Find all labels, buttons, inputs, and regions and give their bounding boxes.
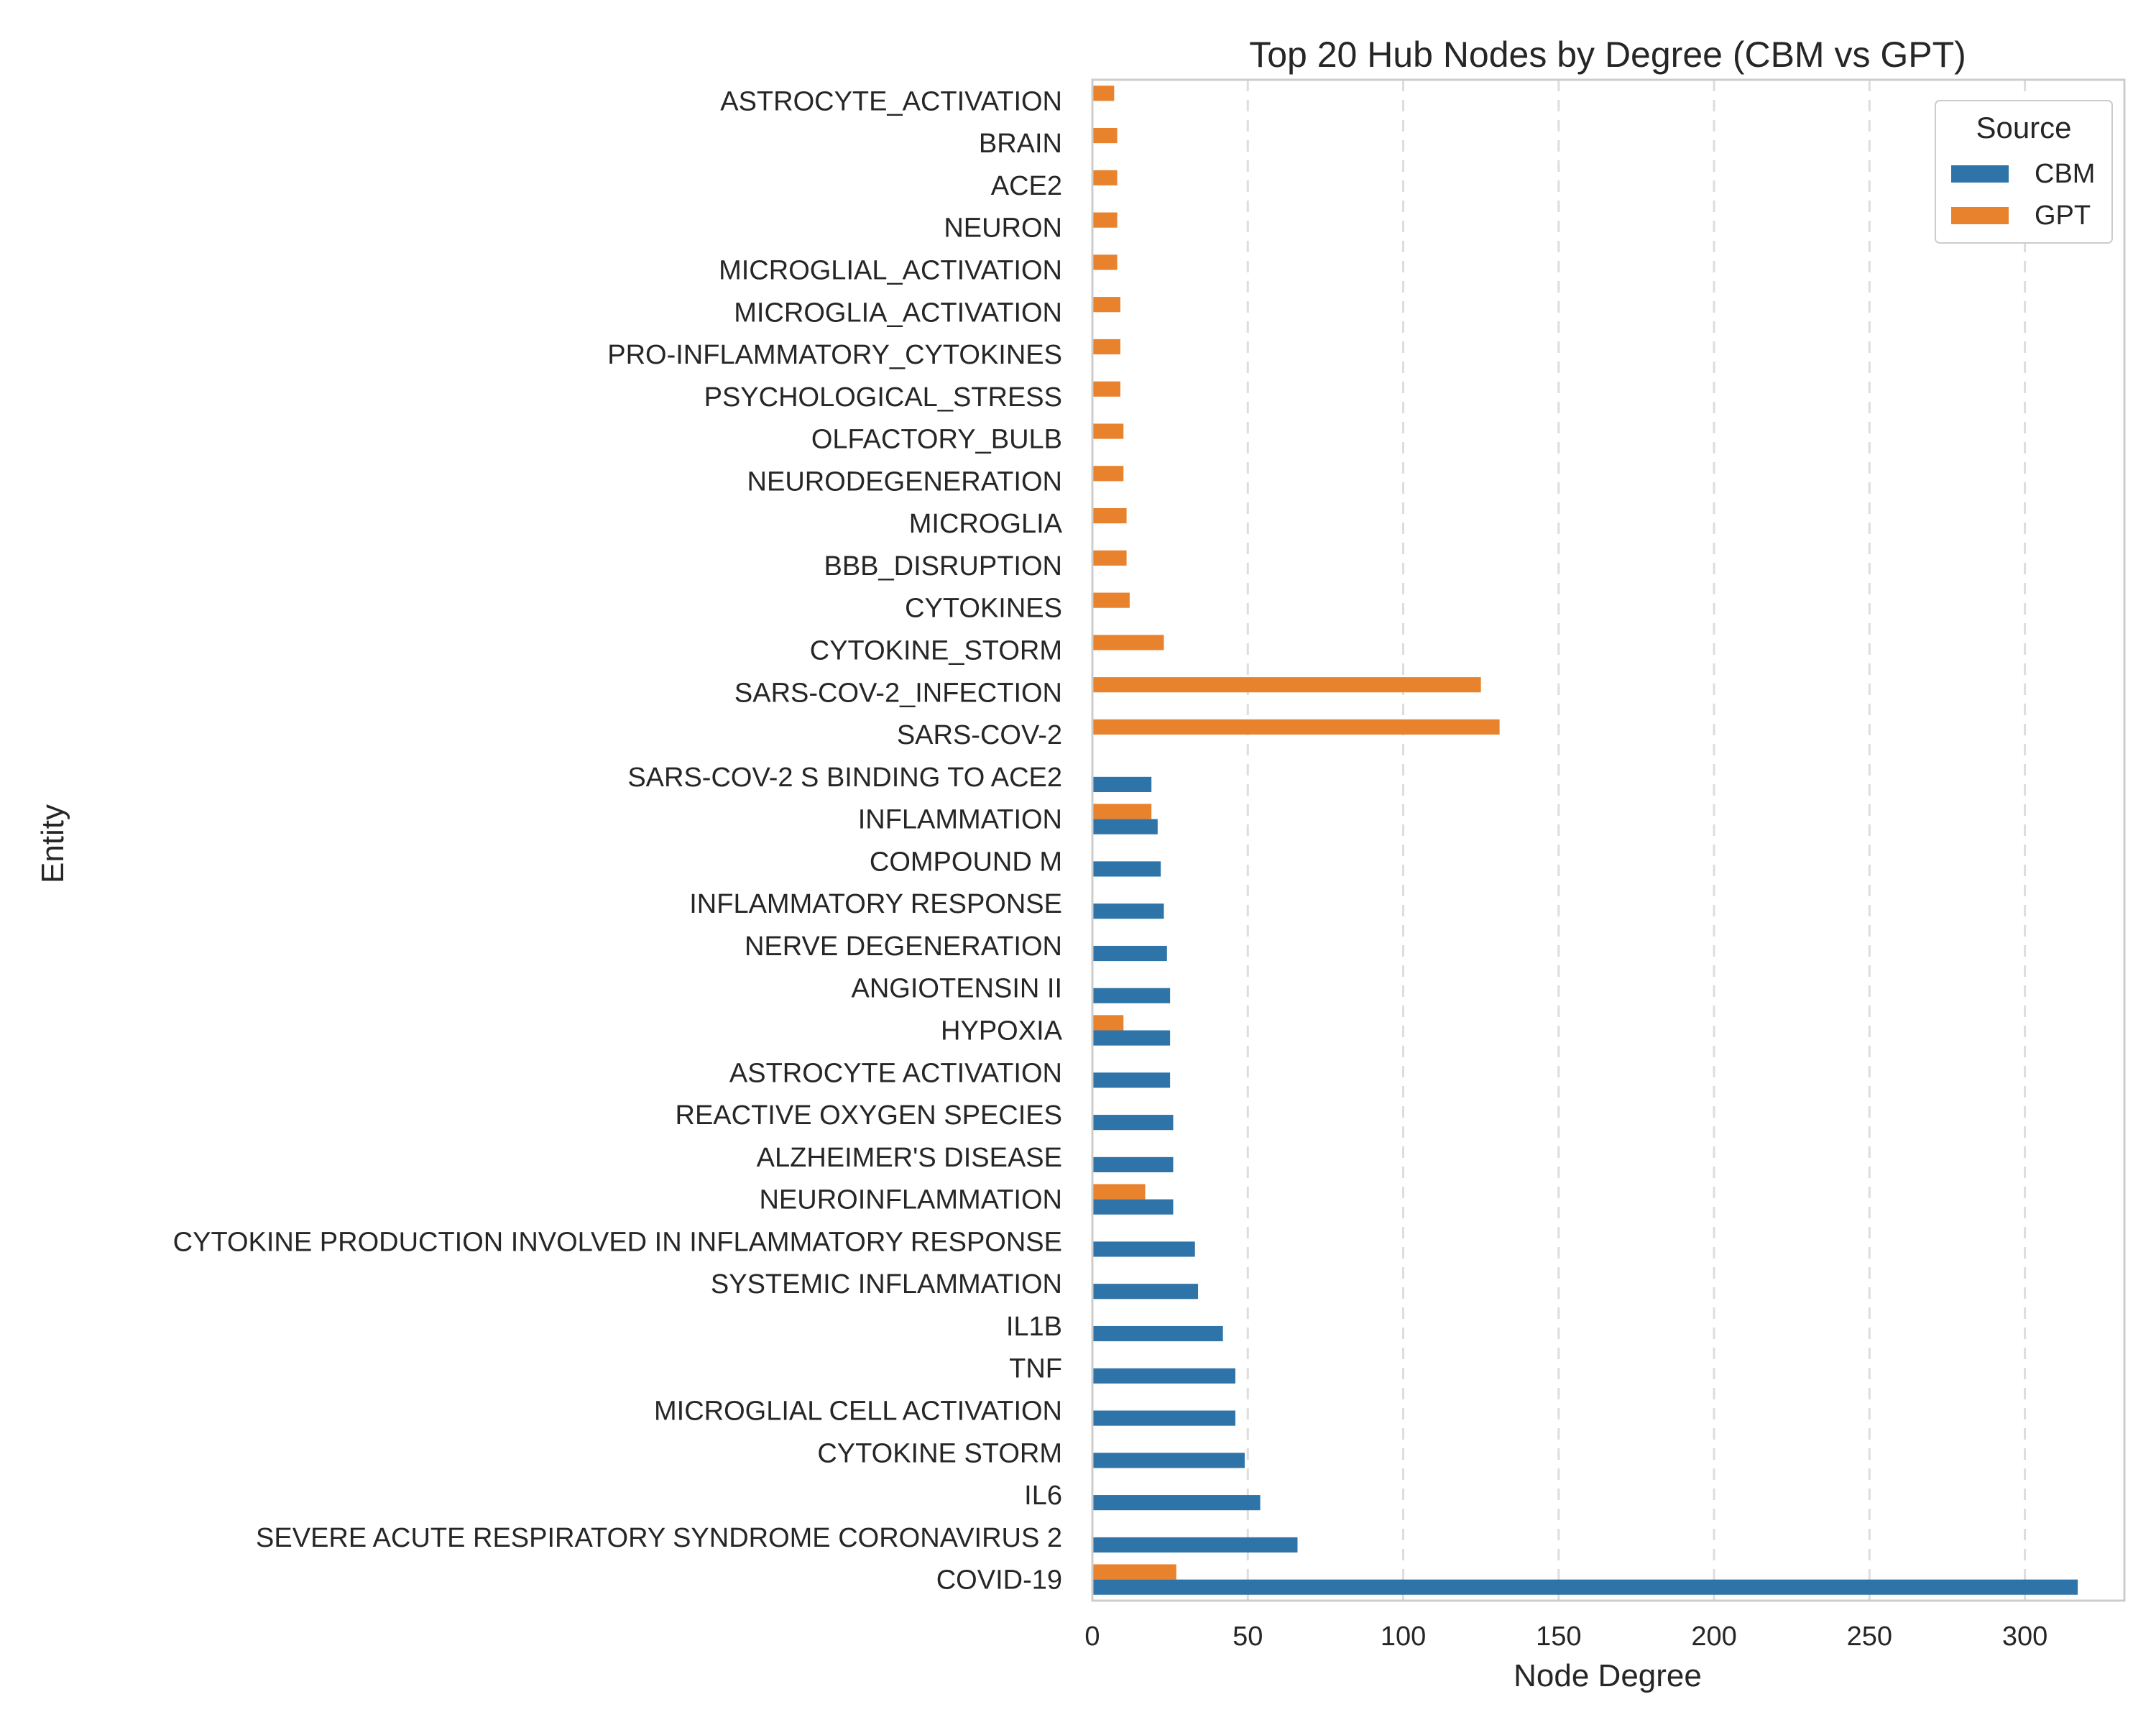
x-tick-label: 300 xyxy=(2002,1622,2047,1652)
bar-gpt xyxy=(1092,804,1152,819)
legend-swatch-gpt xyxy=(1951,207,2009,224)
y-tick-label: COVID-19 xyxy=(936,1565,1062,1596)
bar-gpt xyxy=(1092,550,1127,566)
bar-gpt xyxy=(1092,381,1120,397)
bar-gpt xyxy=(1092,297,1120,313)
bar-cbm xyxy=(1092,1030,1171,1046)
bar-gpt xyxy=(1092,86,1115,101)
y-tick-label: SARS-COV-2_INFECTION xyxy=(734,678,1062,708)
bar-gpt xyxy=(1092,128,1118,144)
x-tick-label: 50 xyxy=(1233,1622,1263,1652)
bar-cbm xyxy=(1092,1115,1174,1131)
x-tick-label: 0 xyxy=(1084,1622,1100,1652)
bar-cbm xyxy=(1092,988,1171,1003)
y-tick-label: ASTROCYTE ACTIVATION xyxy=(729,1058,1062,1088)
y-tick-label: TNF xyxy=(1009,1354,1062,1384)
legend-label-cbm: CBM xyxy=(2035,159,2095,189)
y-tick-label: ALZHEIMER'S DISEASE xyxy=(757,1143,1062,1173)
bar-gpt xyxy=(1092,635,1164,650)
bar-gpt xyxy=(1092,1184,1146,1200)
y-tick-label: MICROGLIAL CELL ACTIVATION xyxy=(654,1397,1062,1427)
bar-cbm xyxy=(1092,1072,1171,1088)
y-tick-label: NERVE DEGENERATION xyxy=(745,932,1062,962)
bar-cbm xyxy=(1092,1325,1223,1342)
bar-gpt xyxy=(1092,1015,1124,1031)
legend-swatch-cbm xyxy=(1951,165,2009,183)
y-tick-label: CYTOKINES xyxy=(905,594,1062,624)
bar-cbm xyxy=(1092,1284,1199,1300)
x-tick-label: 200 xyxy=(1691,1622,1736,1652)
x-tick-label: 100 xyxy=(1381,1622,1426,1652)
bar-cbm xyxy=(1092,945,1167,962)
bar-gpt xyxy=(1092,170,1118,185)
legend-label-gpt: GPT xyxy=(2035,201,2091,231)
bar-gpt xyxy=(1092,592,1130,608)
x-tick-label: 250 xyxy=(1847,1622,1892,1652)
bar-gpt xyxy=(1092,339,1120,355)
y-tick-label: HYPOXIA xyxy=(941,1016,1063,1046)
bar-gpt xyxy=(1092,212,1118,228)
y-tick-label: SEVERE ACUTE RESPIRATORY SYNDROME CORONA… xyxy=(256,1523,1062,1553)
bar-gpt xyxy=(1092,677,1481,693)
y-tick-label: BRAIN xyxy=(979,129,1062,159)
y-tick-label: INFLAMMATION xyxy=(858,805,1062,835)
x-tick-label: 150 xyxy=(1536,1622,1581,1652)
bar-cbm xyxy=(1092,1453,1245,1468)
y-tick-label: INFLAMMATORY RESPONSE xyxy=(689,889,1062,919)
y-tick-label: REACTIVE OXYGEN SPECIES xyxy=(676,1100,1062,1131)
legend: Source CBM GPT xyxy=(1935,100,2113,244)
bar-gpt xyxy=(1092,1564,1176,1580)
bar-gpt xyxy=(1092,254,1118,270)
y-tick-label: CYTOKINE_STORM xyxy=(810,636,1062,666)
y-tick-label: MICROGLIA xyxy=(909,509,1063,539)
y-tick-label: CYTOKINE PRODUCTION INVOLVED IN INFLAMMA… xyxy=(173,1227,1062,1257)
bar-cbm xyxy=(1092,1156,1174,1172)
y-tick-label: NEURON xyxy=(944,213,1062,244)
x-axis-ticks: 0 50 100 150 200 250 300 xyxy=(1084,1622,2047,1652)
bar-cbm xyxy=(1092,1537,1298,1552)
bar-cbm xyxy=(1092,1241,1195,1257)
y-tick-label: SARS-COV-2 xyxy=(897,720,1062,750)
bar-cbm xyxy=(1092,903,1164,919)
bar-cbm xyxy=(1092,776,1152,792)
y-tick-label: ANGIOTENSIN II xyxy=(852,974,1062,1004)
bar-cbm xyxy=(1092,1199,1174,1215)
bar-gpt xyxy=(1092,466,1124,482)
bar-gpt xyxy=(1092,423,1124,439)
y-tick-label: ASTROCYTE_ACTIVATION xyxy=(720,86,1062,116)
y-tick-label: IL6 xyxy=(1024,1481,1062,1511)
y-axis-label: Entity xyxy=(35,804,70,883)
y-tick-label: MICROGLIAL_ACTIVATION xyxy=(719,256,1062,286)
y-tick-label: SARS-COV-2 S BINDING TO ACE2 xyxy=(627,763,1062,793)
y-axis-ticks: ASTROCYTE_ACTIVATION BRAIN ACE2 NEURON MICRO… xyxy=(173,86,1063,1595)
x-axis-label: Node Degree xyxy=(1514,1658,1702,1693)
y-tick-label: MICROGLIA_ACTIVATION xyxy=(734,298,1062,328)
bar-cbm xyxy=(1092,1368,1235,1384)
bars xyxy=(1092,86,2078,1595)
plot-frame xyxy=(1091,78,2126,1602)
y-tick-label: PRO-INFLAMMATORY_CYTOKINES xyxy=(607,340,1062,370)
bar-cbm xyxy=(1092,1579,2078,1595)
chart-title: Top 20 Hub Nodes by Degree (CBM vs GPT) xyxy=(1249,34,1966,75)
y-tick-label: COMPOUND M xyxy=(870,847,1062,877)
y-tick-label: BBB_DISRUPTION xyxy=(824,551,1062,581)
legend-title: Source xyxy=(1976,111,2071,144)
y-tick-label: PSYCHOLOGICAL_STRESS xyxy=(704,382,1062,413)
y-tick-label: SYSTEMIC INFLAMMATION xyxy=(711,1269,1062,1300)
y-tick-label: ACE2 xyxy=(991,171,1062,201)
y-tick-label: CYTOKINE STORM xyxy=(817,1438,1062,1468)
y-tick-label: IL1B xyxy=(1006,1312,1062,1342)
bar-gpt xyxy=(1092,719,1500,735)
grid xyxy=(1246,80,2027,1601)
bar-cbm xyxy=(1092,1410,1235,1426)
bar-cbm xyxy=(1092,1495,1261,1511)
y-tick-label: NEURODEGENERATION xyxy=(747,466,1062,497)
bar-cbm xyxy=(1092,819,1158,834)
bar-gpt xyxy=(1092,508,1127,524)
bar-cbm xyxy=(1092,861,1161,877)
y-tick-label: OLFACTORY_BULB xyxy=(811,425,1062,455)
y-tick-label: NEUROINFLAMMATION xyxy=(759,1185,1062,1215)
